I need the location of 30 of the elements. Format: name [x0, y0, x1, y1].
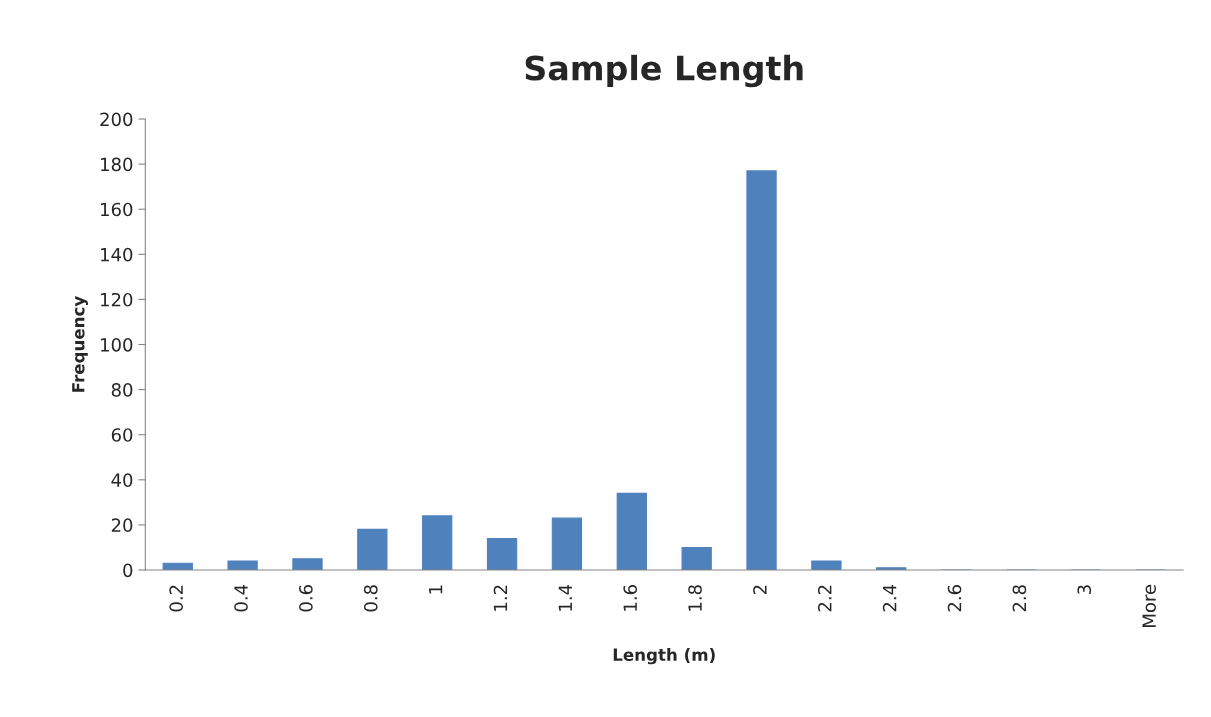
y-tick-label: 200: [100, 112, 133, 127]
x-tick-label: 0.2: [169, 585, 183, 612]
x-tick-label: 3: [1077, 585, 1092, 595]
x-tick-label: 0.4: [234, 584, 248, 612]
x-tick-label: 0.6: [299, 585, 313, 612]
y-tick-label: 20: [111, 518, 133, 533]
x-axis-title: Length (m): [613, 648, 715, 665]
x-tick-label: 1.2: [493, 585, 508, 611]
y-tick-label: 120: [101, 292, 133, 307]
x-tick-label: 2.8: [1012, 585, 1027, 612]
x-tick-label: 2.2: [817, 585, 832, 612]
x-tick-label: 2: [753, 585, 767, 595]
y-axis-title: Frequency: [72, 296, 88, 392]
x-tick-label: 1.4: [558, 584, 572, 611]
y-tick-label: 160: [101, 202, 133, 217]
y-tick-label: 80: [111, 383, 133, 397]
y-tick-label: 40: [111, 473, 133, 487]
chart-title: Sample Length: [525, 54, 803, 88]
x-tick-label: More: [1142, 584, 1156, 627]
y-tick-label: 100: [101, 337, 133, 352]
y-tick-label: 180: [101, 157, 133, 172]
y-tick-label: 0: [123, 563, 133, 578]
x-tick-label: 2.4: [882, 584, 897, 612]
x-tick-label: 1.8: [688, 585, 702, 611]
x-tick-label: 1: [429, 585, 443, 594]
y-tick-label: 140: [101, 247, 133, 262]
x-tick-label: 0.8: [363, 585, 378, 612]
y-tick-label: 60: [111, 428, 133, 442]
x-tick-label: 1.6: [623, 585, 638, 611]
x-tick-label: 2.6: [947, 585, 962, 612]
